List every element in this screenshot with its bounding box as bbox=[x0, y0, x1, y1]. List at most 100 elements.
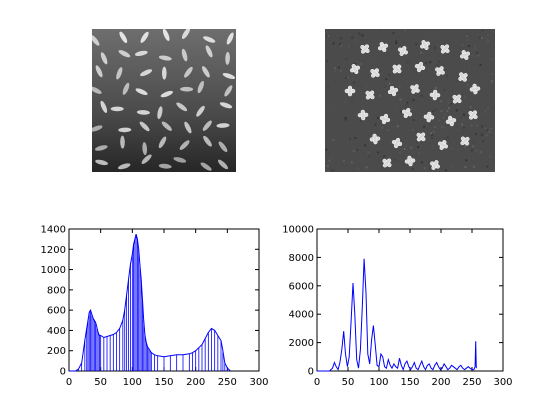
noise-speck bbox=[418, 152, 421, 155]
noise-speck bbox=[344, 118, 347, 121]
chromosome bbox=[349, 63, 361, 75]
chromosome bbox=[416, 132, 426, 142]
noise-speck bbox=[420, 161, 423, 164]
chromosome bbox=[423, 111, 435, 123]
noise-speck bbox=[433, 46, 436, 49]
rice-grain bbox=[205, 45, 213, 58]
rice-grain bbox=[140, 31, 149, 43]
noise-speck bbox=[325, 148, 328, 151]
chromosome bbox=[468, 110, 478, 120]
noise-speck bbox=[326, 165, 329, 168]
rice-grain bbox=[139, 121, 150, 132]
noise-speck bbox=[326, 60, 329, 63]
noise-speck bbox=[377, 84, 380, 87]
chromosome bbox=[382, 158, 392, 168]
noise-speck bbox=[474, 45, 477, 48]
rice-grain bbox=[157, 106, 163, 120]
noise-speck bbox=[461, 146, 464, 149]
noise-speck bbox=[395, 40, 397, 43]
rice-grain bbox=[95, 159, 108, 166]
y-tick-label: 1400 bbox=[41, 225, 66, 236]
y-tick-label: 0 bbox=[60, 367, 66, 378]
rice-grain bbox=[219, 102, 233, 109]
chromosome bbox=[379, 113, 391, 125]
noise-speck bbox=[416, 47, 419, 49]
noise-speck bbox=[368, 116, 371, 119]
rice-grain bbox=[162, 66, 167, 80]
noise-speck bbox=[409, 110, 412, 113]
noise-speck bbox=[390, 100, 393, 103]
noise-speck bbox=[358, 63, 361, 66]
noise-speck bbox=[381, 126, 384, 129]
noise-speck bbox=[440, 100, 443, 103]
chromosome bbox=[452, 94, 462, 104]
rice-grain bbox=[218, 141, 228, 153]
noise-speck bbox=[398, 35, 401, 38]
rice-grain bbox=[225, 51, 230, 65]
noise-speck bbox=[351, 100, 354, 103]
noise-speck bbox=[433, 130, 435, 133]
noise-speck bbox=[327, 85, 330, 88]
noise-speck bbox=[463, 113, 465, 116]
noise-speck bbox=[472, 142, 475, 145]
noise-speck bbox=[412, 99, 415, 102]
noise-speck bbox=[434, 126, 437, 128]
rice-grain bbox=[110, 106, 124, 112]
rice-grain bbox=[224, 85, 233, 97]
noise-speck bbox=[432, 110, 435, 113]
noise-speck bbox=[468, 68, 470, 71]
noise-speck bbox=[482, 140, 485, 143]
noise-speck bbox=[488, 130, 491, 133]
x-tick-label: 50 bbox=[342, 377, 355, 388]
noise-speck bbox=[455, 109, 458, 112]
noise-speck bbox=[478, 36, 481, 39]
y-tick-label: 2000 bbox=[289, 338, 314, 349]
noise-speck bbox=[395, 42, 398, 45]
rice-grain bbox=[160, 90, 173, 98]
rice-grain bbox=[120, 135, 125, 149]
noise-speck bbox=[484, 123, 487, 126]
rice-grain bbox=[179, 140, 190, 150]
noise-speck bbox=[472, 145, 475, 148]
noise-speck bbox=[438, 119, 441, 122]
noise-speck bbox=[477, 55, 480, 58]
rice-grain bbox=[100, 52, 108, 65]
noise-speck bbox=[338, 66, 341, 69]
chromosome bbox=[357, 109, 369, 121]
noise-speck bbox=[466, 38, 469, 41]
y-tick-label: 10000 bbox=[282, 225, 314, 236]
noise-speck bbox=[416, 136, 419, 139]
rice-grain bbox=[161, 121, 172, 131]
y-tick-label: 1000 bbox=[41, 265, 66, 276]
noise-speck bbox=[464, 145, 467, 148]
noise-speck bbox=[463, 95, 466, 98]
noise-speck bbox=[491, 58, 494, 60]
noise-speck bbox=[361, 34, 364, 37]
noise-speck bbox=[399, 151, 402, 154]
noise-speck bbox=[453, 141, 456, 144]
noise-speck bbox=[330, 107, 333, 110]
rice-grain bbox=[140, 69, 153, 77]
noise-speck bbox=[481, 29, 484, 32]
noise-speck bbox=[485, 134, 488, 137]
rice-grain bbox=[181, 48, 188, 62]
noise-speck bbox=[332, 42, 335, 45]
rice-grain bbox=[118, 50, 131, 58]
chromosome bbox=[377, 41, 389, 53]
noise-speck bbox=[356, 167, 359, 170]
rice-grain bbox=[116, 67, 123, 80]
noise-speck bbox=[439, 117, 442, 119]
noise-speck bbox=[400, 139, 403, 142]
noise-speck bbox=[340, 37, 343, 40]
noise-speck bbox=[332, 68, 335, 71]
noise-speck bbox=[423, 167, 426, 170]
noise-speck bbox=[476, 51, 479, 54]
noise-speck bbox=[431, 134, 434, 137]
noise-speck bbox=[472, 165, 475, 168]
noise-speck bbox=[328, 152, 331, 155]
rice-grain bbox=[122, 82, 130, 95]
noise-speck bbox=[449, 102, 452, 105]
noise-speck bbox=[486, 129, 488, 132]
noise-speck bbox=[359, 33, 362, 36]
noise-speck bbox=[393, 158, 396, 161]
